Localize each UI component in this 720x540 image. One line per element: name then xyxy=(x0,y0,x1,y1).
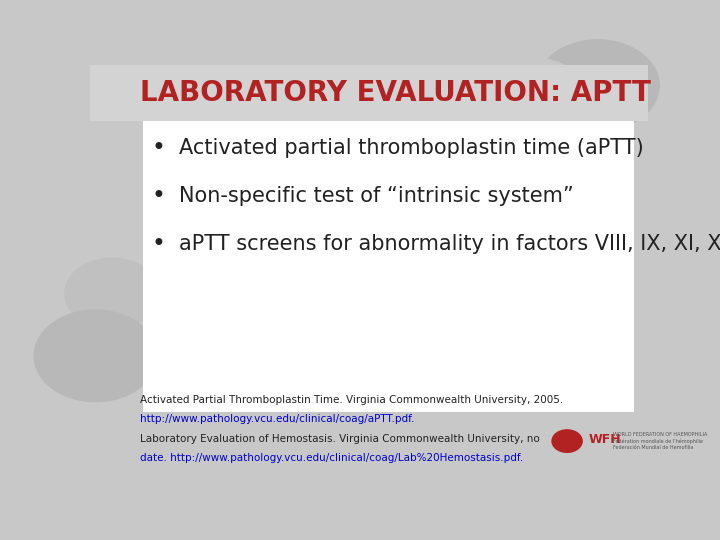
Text: •: • xyxy=(152,184,166,208)
Text: Activated partial thromboplastin time (aPTT): Activated partial thromboplastin time (a… xyxy=(179,138,644,158)
Text: WORLD FEDERATION OF HAEMOPHILIA
Fédération mondiale de l’hémophilie
Federación M: WORLD FEDERATION OF HAEMOPHILIA Fédérati… xyxy=(613,433,708,450)
Text: Non-specific test of “intrinsic system”: Non-specific test of “intrinsic system” xyxy=(179,186,574,206)
Text: date. http://www.pathology.vcu.edu/clinical/coag/Lab%20Hemostasis.pdf.: date. http://www.pathology.vcu.edu/clini… xyxy=(140,453,523,463)
Text: http://www.pathology.vcu.edu/clinical/coag/aPTT.pdf.: http://www.pathology.vcu.edu/clinical/co… xyxy=(140,414,415,424)
Text: •: • xyxy=(152,136,166,160)
Circle shape xyxy=(65,258,160,329)
Text: •: • xyxy=(152,232,166,255)
Text: aPTT screens for abnormality in factors VIII, IX, XI, XII: aPTT screens for abnormality in factors … xyxy=(179,234,720,254)
Circle shape xyxy=(489,58,584,129)
Circle shape xyxy=(536,40,660,131)
Text: Activated Partial Thromboplastin Time. Virginia Commonwealth University, 2005.: Activated Partial Thromboplastin Time. V… xyxy=(140,395,564,404)
FancyBboxPatch shape xyxy=(143,121,634,412)
Circle shape xyxy=(552,430,582,453)
Circle shape xyxy=(34,310,157,402)
Text: LABORATORY EVALUATION: APTT: LABORATORY EVALUATION: APTT xyxy=(140,79,651,107)
Text: Laboratory Evaluation of Hemostasis. Virginia Commonwealth University, no: Laboratory Evaluation of Hemostasis. Vir… xyxy=(140,434,540,443)
FancyBboxPatch shape xyxy=(90,65,648,121)
Text: WFH: WFH xyxy=(588,434,621,447)
